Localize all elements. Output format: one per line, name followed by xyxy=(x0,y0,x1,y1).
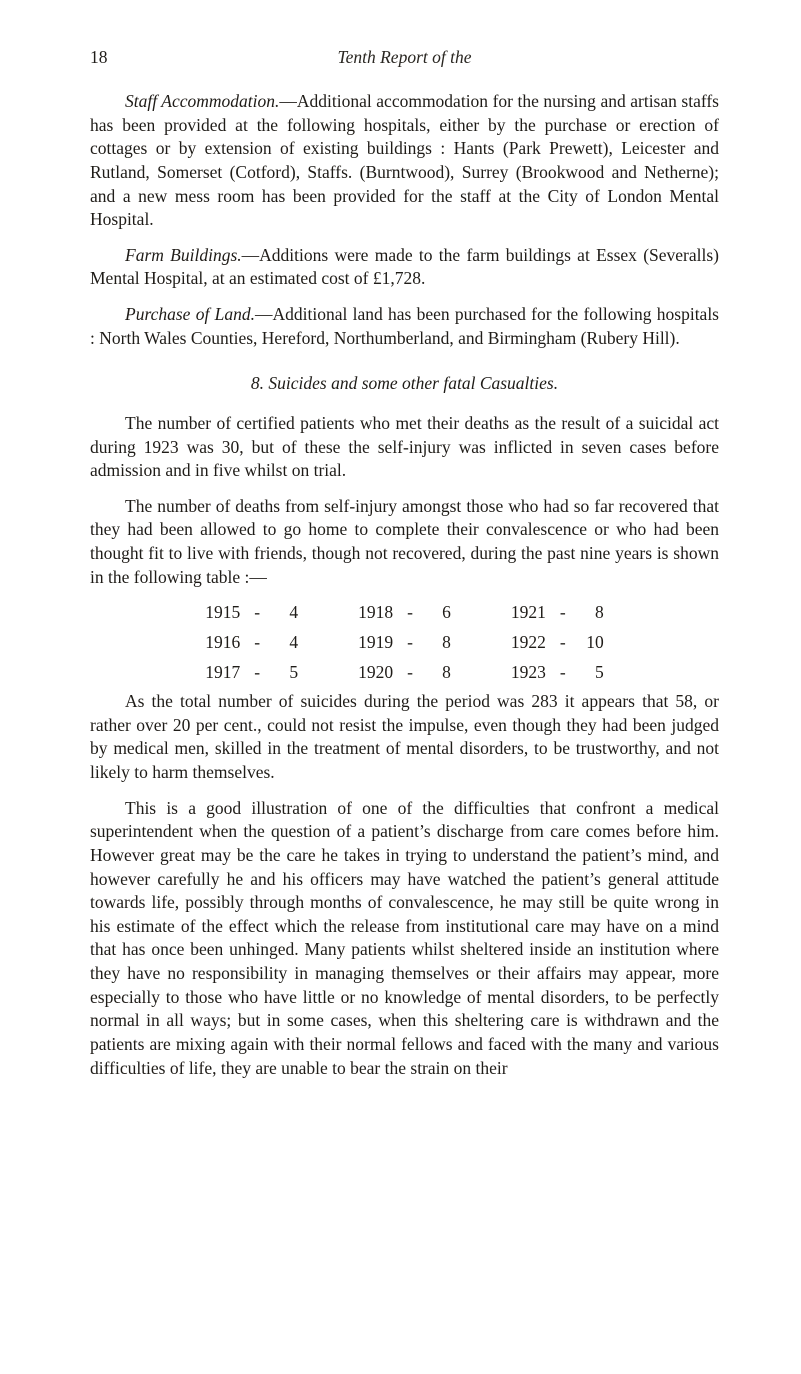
page-header: 18 Tenth Report of the xyxy=(90,46,719,72)
year-cell: 1920-8 xyxy=(358,661,451,685)
dash: - xyxy=(403,661,417,685)
year-table: 1915-41918-61921-81916-41919-81922-10191… xyxy=(90,601,719,684)
lead-in-italic: Staff Accommodation. xyxy=(125,91,279,111)
paragraph-farm-buildings: Farm Buildings.—Additions were made to t… xyxy=(90,244,719,291)
year-cell: 1921-8 xyxy=(511,601,604,625)
table-row: 1915-41918-61921-8 xyxy=(90,601,719,625)
year-value: 4 xyxy=(274,631,298,655)
lead-in-italic: Farm Buildings. xyxy=(125,245,242,265)
year-value: 5 xyxy=(274,661,298,685)
year-cell: 1922-10 xyxy=(511,631,604,655)
running-title: Tenth Report of the xyxy=(90,46,719,70)
year-cell: 1917-5 xyxy=(205,661,298,685)
paragraph-purchase-of-land: Purchase of Land.—Additional land has be… xyxy=(90,303,719,350)
year-value: 8 xyxy=(427,631,451,655)
year-cell: 1915-4 xyxy=(205,601,298,625)
paragraph-6: As the total number of suicides during t… xyxy=(90,690,719,785)
lead-in-italic: Purchase of Land. xyxy=(125,304,255,324)
year-label: 1915 xyxy=(205,601,240,625)
table-row: 1916-41919-81922-10 xyxy=(90,631,719,655)
year-cell: 1919-8 xyxy=(358,631,451,655)
dash: - xyxy=(403,631,417,655)
year-value: 5 xyxy=(580,661,604,685)
year-value: 8 xyxy=(427,661,451,685)
year-label: 1918 xyxy=(358,601,393,625)
paragraph-5: The number of deaths from self-injury am… xyxy=(90,495,719,590)
year-value: 10 xyxy=(580,631,604,655)
year-label: 1920 xyxy=(358,661,393,685)
paragraph-text: —Additional accommodation for the nursin… xyxy=(90,91,719,229)
table-row: 1917-51920-81923-5 xyxy=(90,661,719,685)
year-cell: 1923-5 xyxy=(511,661,604,685)
page-number: 18 xyxy=(90,47,108,67)
dash: - xyxy=(250,631,264,655)
dash: - xyxy=(250,601,264,625)
year-value: 6 xyxy=(427,601,451,625)
dash: - xyxy=(250,661,264,685)
year-cell: 1916-4 xyxy=(205,631,298,655)
year-cell: 1918-6 xyxy=(358,601,451,625)
paragraph-staff-accommodation: Staff Accommodation.—Additional accommod… xyxy=(90,90,719,232)
paragraph-7: This is a good illustration of one of th… xyxy=(90,797,719,1081)
section-heading: 8. Suicides and some other fatal Casualt… xyxy=(90,372,719,396)
document-page: 18 Tenth Report of the Staff Accommodati… xyxy=(0,0,801,1374)
dash: - xyxy=(556,631,570,655)
year-label: 1923 xyxy=(511,661,546,685)
dash: - xyxy=(556,601,570,625)
dash: - xyxy=(403,601,417,625)
paragraph-4: The number of certified patients who met… xyxy=(90,412,719,483)
year-label: 1922 xyxy=(511,631,546,655)
year-value: 8 xyxy=(580,601,604,625)
year-label: 1919 xyxy=(358,631,393,655)
year-label: 1921 xyxy=(511,601,546,625)
year-value: 4 xyxy=(274,601,298,625)
dash: - xyxy=(556,661,570,685)
year-label: 1916 xyxy=(205,631,240,655)
year-label: 1917 xyxy=(205,661,240,685)
